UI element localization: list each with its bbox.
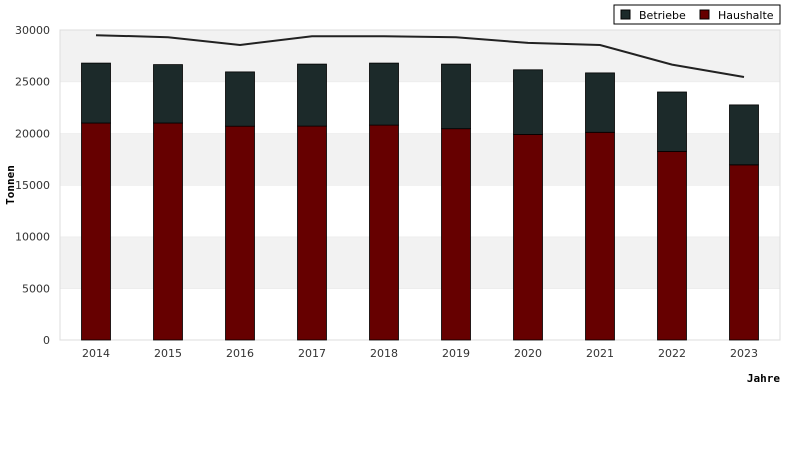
bar-haushalte-2020 xyxy=(513,133,543,341)
y-tick-label: 0 xyxy=(43,334,50,347)
legend-label-haushalte: Haushalte xyxy=(718,9,774,22)
x-tick-label: 2014 xyxy=(82,347,110,360)
bar-betriebe-2021 xyxy=(585,72,615,133)
x-tick-label: 2018 xyxy=(370,347,398,360)
x-axis-ticks: 2014 2015 2016 2017 2018 2019 2020 2021 2022 2023 xyxy=(82,347,758,360)
legend-swatch-haushalte xyxy=(699,9,710,20)
plot-frame xyxy=(59,29,781,341)
bar-betriebe-2019 xyxy=(441,63,471,130)
x-tick-label: 2021 xyxy=(586,347,614,360)
bar-betriebe-2014 xyxy=(81,62,111,124)
bar-betriebe-2015 xyxy=(153,64,183,124)
legend-box xyxy=(613,4,781,25)
bar-betriebe-2016 xyxy=(225,71,255,127)
legend: Betriebe Haushalte xyxy=(613,4,781,25)
y-axis-ticks: 0 5000 10000 15000 20000 25000 30000 xyxy=(15,24,50,347)
legend-swatch-betriebe xyxy=(620,9,631,20)
bar-betriebe-2023 xyxy=(729,104,759,166)
y-tick-label: 20000 xyxy=(15,127,50,140)
y-tick-label: 15000 xyxy=(15,179,50,192)
x-tick-label: 2023 xyxy=(730,347,758,360)
bar-haushalte-2015 xyxy=(153,122,183,341)
y-tick-label: 30000 xyxy=(15,24,50,37)
y-tick-label: 10000 xyxy=(15,231,50,244)
y-axis-label: Tonnen xyxy=(4,165,17,205)
bar-haushalte-2023 xyxy=(729,164,759,341)
bar-haushalte-2021 xyxy=(585,131,615,341)
bar-betriebe-2018 xyxy=(369,62,399,126)
bar-haushalte-2019 xyxy=(441,128,471,341)
x-tick-label: 2020 xyxy=(514,347,542,360)
bar-haushalte-2022 xyxy=(657,150,687,341)
bar-haushalte-2017 xyxy=(297,125,327,341)
x-tick-label: 2016 xyxy=(226,347,254,360)
bar-haushalte-2018 xyxy=(369,124,399,341)
total-line xyxy=(95,34,745,78)
x-tick-label: 2015 xyxy=(154,347,182,360)
bar-haushalte-2014 xyxy=(81,122,111,341)
bar-betriebe-2022 xyxy=(657,91,687,152)
bar-betriebe-2020 xyxy=(513,69,543,135)
x-tick-label: 2022 xyxy=(658,347,686,360)
x-tick-label: 2017 xyxy=(298,347,326,360)
total-line-layer xyxy=(95,34,745,78)
legend-label-betriebe: Betriebe xyxy=(639,9,686,22)
bars xyxy=(81,62,759,341)
bar-haushalte-2016 xyxy=(225,125,255,341)
y-tick-label: 5000 xyxy=(22,282,50,295)
x-axis-label: Jahre xyxy=(747,372,780,385)
bar-betriebe-2017 xyxy=(297,63,327,127)
y-tick-label: 25000 xyxy=(15,76,50,89)
x-tick-label: 2019 xyxy=(442,347,470,360)
